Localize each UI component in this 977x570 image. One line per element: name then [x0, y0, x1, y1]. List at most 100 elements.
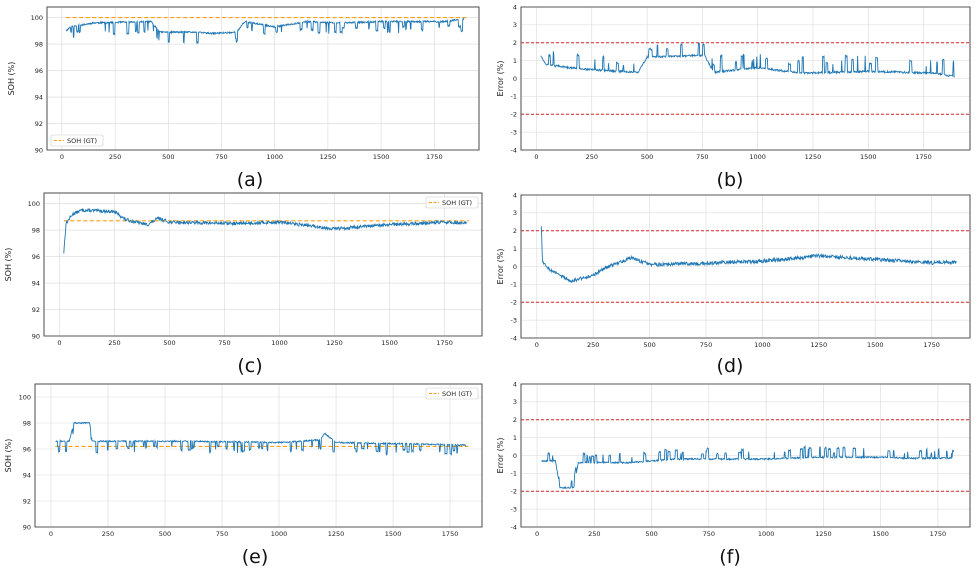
- x-tick-label: 500: [159, 530, 171, 538]
- y-tick-label: 92: [32, 306, 40, 314]
- x-tick-label: 0: [534, 153, 538, 161]
- y-axis-label: Error (%): [496, 249, 505, 285]
- x-tick-label: 500: [643, 341, 655, 349]
- y-tick-label: 4: [513, 380, 517, 388]
- x-tick-label: 1500: [385, 530, 402, 538]
- y-tick-label: 1: [513, 434, 517, 442]
- x-tick-label: 1500: [381, 339, 398, 347]
- y-tick-label: 3: [513, 209, 517, 217]
- y-tick-label: 100: [31, 14, 43, 22]
- y-tick-label: 100: [28, 200, 40, 208]
- y-tick-label: 92: [23, 497, 31, 505]
- x-tick-label: 1000: [754, 341, 771, 349]
- y-tick-label: 1: [513, 245, 517, 253]
- legend-box: [425, 387, 479, 400]
- x-tick-label: 1500: [872, 530, 889, 538]
- x-tick-label: 250: [109, 153, 121, 161]
- y-tick-label: 90: [32, 332, 40, 340]
- x-tick-label: 0: [49, 530, 53, 538]
- y-tick-label: -4: [511, 146, 517, 154]
- y-tick-label: 94: [35, 93, 43, 101]
- y-tick-label: -1: [511, 470, 517, 478]
- y-tick-label: 1: [513, 57, 517, 65]
- y-tick-label: -2: [511, 299, 517, 307]
- caption: (b): [717, 169, 744, 191]
- y-tick-label: 3: [513, 21, 517, 29]
- series-line: [65, 17, 465, 44]
- x-tick-label: 0: [535, 341, 539, 349]
- x-tick-label: 1250: [326, 339, 343, 347]
- y-tick-label: 96: [32, 253, 40, 261]
- legend-box: [50, 134, 104, 147]
- y-tick-label: -3: [511, 505, 517, 513]
- y-tick-label: 2: [513, 39, 517, 47]
- y-tick-label: 94: [32, 279, 40, 287]
- plot-frame-border: [520, 6, 971, 151]
- y-tick-label: -3: [511, 316, 517, 324]
- panel-c: (c) SOH (%) 0 250 500 750 1000 1250 1500 1750 90…: [4, 192, 483, 377]
- x-tick-label: 1250: [811, 341, 828, 349]
- y-tick-label: 0: [513, 75, 517, 83]
- x-tick-label: 750: [215, 153, 227, 161]
- x-tick-label: 750: [703, 530, 715, 538]
- plot-frame: [43, 192, 483, 337]
- x-tick-label: 1250: [328, 530, 345, 538]
- y-tick-label: -4: [511, 334, 517, 342]
- x-tick-label: 250: [102, 530, 114, 538]
- panel-e: (e) SOH (%) 0 250 500 750 1000 1250 1500 1750 90…: [4, 383, 483, 568]
- x-tick-label: 1750: [915, 153, 932, 161]
- y-axis-label: Error (%): [496, 61, 505, 97]
- y-tick-label: -3: [511, 128, 517, 136]
- y-tick-label: -2: [511, 488, 517, 496]
- x-tick-label: 1250: [805, 153, 822, 161]
- y-axis-label: SOH (%): [4, 248, 13, 282]
- x-tick-label: 1750: [930, 530, 947, 538]
- y-tick-label: 96: [23, 445, 31, 453]
- y-tick-label: 96: [35, 67, 43, 75]
- x-tick-label: 1250: [320, 153, 337, 161]
- y-tick-label: -1: [511, 281, 517, 289]
- x-tick-label: 250: [587, 341, 599, 349]
- y-tick-label: 90: [23, 523, 31, 531]
- y-tick-label: -2: [511, 111, 517, 119]
- plot-frame: [34, 383, 483, 528]
- series-line: [55, 421, 467, 456]
- x-tick-label: 1500: [373, 153, 390, 161]
- x-tick-label: 0: [535, 530, 539, 538]
- x-tick-label: 750: [696, 153, 708, 161]
- x-tick-label: 500: [641, 153, 653, 161]
- x-tick-label: 0: [57, 339, 61, 347]
- y-tick-label: 98: [35, 40, 43, 48]
- y-tick-label: 94: [23, 471, 31, 479]
- x-tick-label: 1750: [923, 341, 940, 349]
- caption: (d): [717, 355, 744, 377]
- x-tick-label: 1500: [860, 153, 877, 161]
- y-tick-label: 92: [35, 120, 43, 128]
- x-tick-label: 1000: [266, 153, 283, 161]
- legend-label: SOH (GT): [442, 390, 472, 398]
- y-tick-label: -4: [511, 523, 517, 531]
- plot-frame-border: [520, 194, 971, 339]
- panel-d: (d) Error (%) 0 250 500 750 1000 1250 1500 1750…: [496, 191, 971, 377]
- x-tick-label: 1250: [815, 530, 832, 538]
- y-axis-label: SOH (%): [4, 439, 13, 473]
- x-tick-label: 500: [163, 339, 175, 347]
- x-tick-label: 500: [162, 153, 174, 161]
- plot-frame-border: [43, 192, 483, 337]
- x-tick-label: 1500: [867, 341, 884, 349]
- caption: (a): [237, 169, 263, 191]
- panel-b: (b) Error (%) 0 250 500 750 1000 1250 1500 1750…: [496, 3, 971, 191]
- y-tick-label: -1: [511, 93, 517, 101]
- plot-frame: [46, 6, 480, 151]
- legend-box: [425, 196, 479, 209]
- legend-label: SOH (GT): [442, 199, 472, 207]
- y-tick-label: 98: [32, 226, 40, 234]
- plot-frame-border: [34, 383, 483, 528]
- x-tick-label: 750: [218, 339, 230, 347]
- x-tick-label: 250: [586, 153, 598, 161]
- panel-f: (f) Error (%) 0 250 500 750 1000 1250 1500 1750…: [496, 380, 971, 568]
- x-tick-label: 1000: [271, 339, 288, 347]
- x-tick-label: 1750: [426, 153, 443, 161]
- series-line: [540, 226, 957, 283]
